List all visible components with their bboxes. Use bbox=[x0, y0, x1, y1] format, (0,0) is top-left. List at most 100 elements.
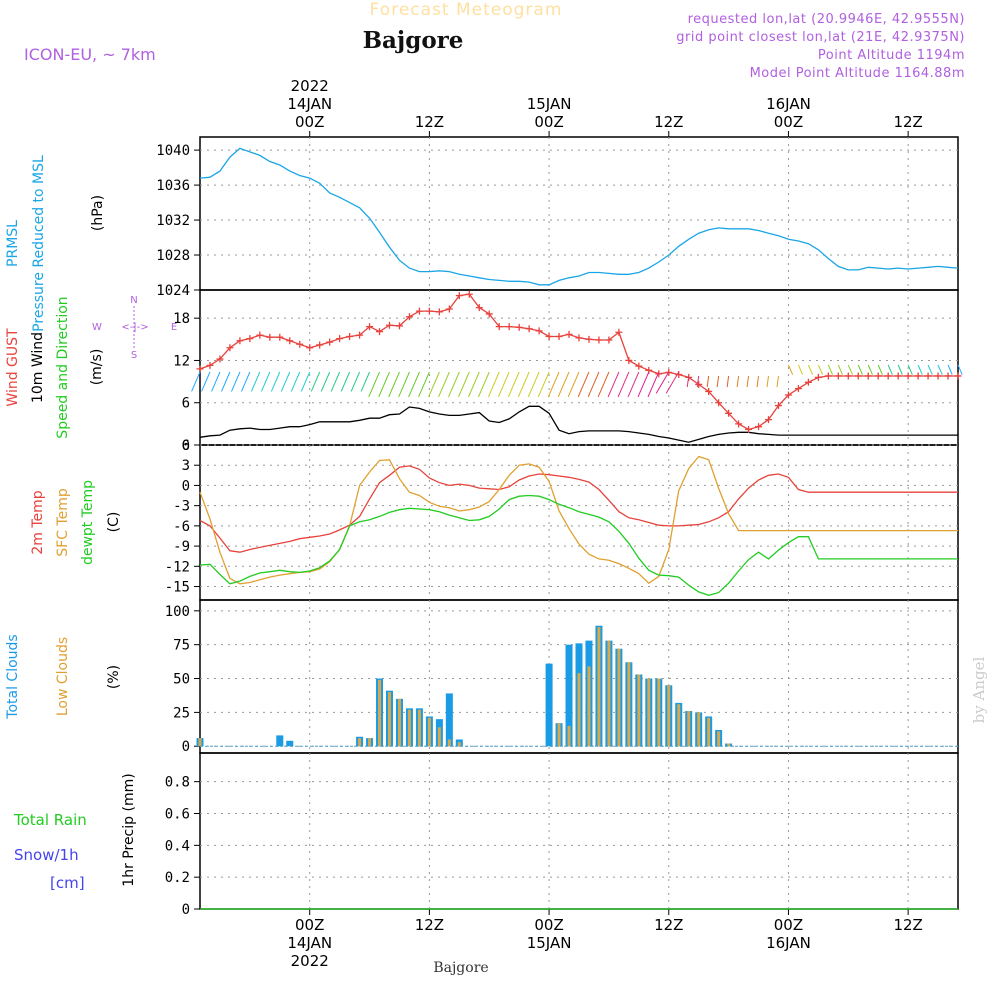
gust-marker bbox=[266, 333, 274, 341]
bottom-time-label: 00Z bbox=[295, 916, 324, 934]
y-tick-label: 1028 bbox=[156, 248, 190, 264]
low-cloud-bar bbox=[727, 743, 731, 747]
wind-direction-arrow bbox=[300, 371, 311, 392]
wind-direction-arrow bbox=[696, 375, 700, 388]
wind-direction-arrow bbox=[497, 371, 510, 398]
panel-unit-label: (m/s) bbox=[89, 349, 105, 386]
gust-marker bbox=[725, 409, 733, 417]
wind-direction-arrow bbox=[655, 371, 670, 394]
gust-marker bbox=[615, 328, 623, 336]
wind-direction-arrow bbox=[537, 371, 550, 398]
panel-clouds: 0 25 50 75 100 Total Clouds Low Clouds (%) bbox=[5, 599, 959, 755]
y-tick-label: 0.4 bbox=[165, 838, 190, 854]
wind-direction-arrow bbox=[517, 371, 530, 398]
low-cloud-bar bbox=[198, 738, 202, 747]
low-cloud-bar bbox=[437, 727, 441, 747]
bottom-time-label: 2022 bbox=[291, 952, 329, 970]
low-cloud-bar bbox=[447, 739, 451, 747]
wind-direction-arrow bbox=[428, 371, 440, 398]
gust-marker bbox=[814, 373, 822, 381]
requested-coords: requested lon,lat (20.9946E, 42.9555N) bbox=[688, 12, 965, 27]
top-time-label: 15JAN bbox=[527, 95, 572, 113]
wind-direction-arrow bbox=[201, 371, 211, 392]
gust-marker bbox=[306, 344, 314, 352]
gust-marker bbox=[296, 340, 304, 348]
low-cloud-bar bbox=[577, 673, 581, 747]
y-tick-label: 0 bbox=[182, 902, 190, 918]
panel-unit-label: (hPa) bbox=[90, 195, 106, 231]
panel-side-label: PRMSL bbox=[5, 220, 21, 267]
y-tick-label: -3 bbox=[173, 499, 190, 515]
location-title: Bajgore bbox=[363, 27, 464, 54]
gust-marker bbox=[246, 335, 254, 343]
panel-pressure: 1024 1028 1032 1036 1040 PRMSL Pressure Reduce… bbox=[5, 136, 959, 332]
wind-direction-arrow bbox=[250, 371, 261, 392]
gust-marker bbox=[395, 322, 403, 330]
wind-direction-arrow bbox=[241, 371, 251, 392]
y-tick-label: 12 bbox=[173, 353, 190, 369]
panel-side-label: Speed and Direction bbox=[55, 296, 71, 438]
point-altitude: Point Altitude 1194m bbox=[818, 48, 965, 63]
gust-marker bbox=[316, 341, 324, 349]
low-cloud-bar bbox=[657, 678, 661, 747]
gust-marker bbox=[595, 336, 603, 344]
gust-marker bbox=[206, 361, 214, 369]
panel-side-label: Pressure Reduced to MSL bbox=[31, 155, 47, 332]
gust-marker bbox=[236, 337, 244, 345]
low-cloud-bar bbox=[647, 678, 651, 747]
wind-direction-arrow bbox=[388, 371, 400, 398]
wind-direction-arrow bbox=[360, 371, 371, 392]
bottom-time-label: 12Z bbox=[415, 916, 444, 934]
bottom-time-label: 00Z bbox=[774, 916, 803, 934]
total-cloud-bar bbox=[565, 644, 573, 747]
wind-direction-arrow bbox=[766, 375, 769, 388]
low-cloud-bar bbox=[707, 717, 711, 747]
meteogram-title: Forecast Meteogram bbox=[370, 0, 563, 20]
gust-marker bbox=[804, 378, 812, 386]
chart-panels: 1024 1028 1032 1036 1040 PRMSL Pressure Reduce… bbox=[5, 136, 963, 918]
wind-direction-arrow bbox=[320, 371, 331, 392]
gust-marker bbox=[854, 372, 862, 380]
wind-direction-arrow bbox=[627, 371, 640, 398]
wind-direction-arrow bbox=[797, 364, 804, 375]
wind-direction-arrow bbox=[947, 364, 953, 375]
wind-direction-arrow bbox=[290, 371, 301, 392]
low-cloud-bar bbox=[557, 723, 561, 747]
wind-direction-arrow bbox=[211, 371, 221, 392]
wind-direction-arrow bbox=[726, 375, 730, 388]
y-tick-label: 1036 bbox=[156, 178, 190, 194]
bottom-time-label: 14JAN bbox=[287, 934, 332, 952]
compass-n: N bbox=[130, 295, 137, 306]
panel-side-label: 2m Temp bbox=[30, 490, 46, 554]
gust-marker bbox=[944, 372, 952, 380]
low-cloud-bar bbox=[358, 738, 362, 747]
y-tick-label: 0 bbox=[182, 739, 190, 755]
wind-direction-arrow bbox=[927, 364, 933, 375]
y-tick-label: 1040 bbox=[156, 143, 190, 159]
low-cloud-bar bbox=[427, 717, 431, 747]
wind-direction-arrow bbox=[597, 371, 610, 398]
wind-direction-arrow bbox=[857, 364, 863, 375]
y-tick-label: 0.2 bbox=[165, 870, 190, 886]
y-tick-label: 25 bbox=[173, 705, 190, 721]
panel-side-label: 10m Wind bbox=[30, 332, 46, 403]
gust-marker bbox=[276, 333, 284, 341]
precip-snow-unit-label: [cm] bbox=[50, 874, 85, 892]
gust-marker bbox=[585, 335, 593, 343]
gust-marker bbox=[884, 372, 892, 380]
low-cloud-bar bbox=[417, 709, 421, 747]
y-tick-label: 100 bbox=[165, 604, 190, 620]
y-tick-label: -12 bbox=[165, 559, 190, 575]
top-time-label: 12Z bbox=[893, 113, 922, 131]
y-tick-label: 0.6 bbox=[165, 806, 190, 822]
panel-unit-label: (%) bbox=[106, 665, 122, 689]
y-tick-label: 75 bbox=[173, 638, 190, 654]
bottom-time-label: 12Z bbox=[654, 916, 683, 934]
panel-frame bbox=[199, 136, 959, 291]
top-time-label: 12Z bbox=[415, 113, 444, 131]
series-line-pressure-0 bbox=[199, 147, 959, 286]
footer-location: Bajgore bbox=[433, 960, 488, 976]
wind-direction-arrow bbox=[837, 364, 843, 375]
low-cloud-bar bbox=[407, 709, 411, 747]
gust-marker bbox=[695, 380, 703, 388]
